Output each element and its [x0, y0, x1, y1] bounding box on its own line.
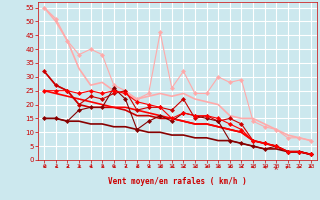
X-axis label: Vent moyen/en rafales ( km/h ): Vent moyen/en rafales ( km/h )	[108, 178, 247, 186]
